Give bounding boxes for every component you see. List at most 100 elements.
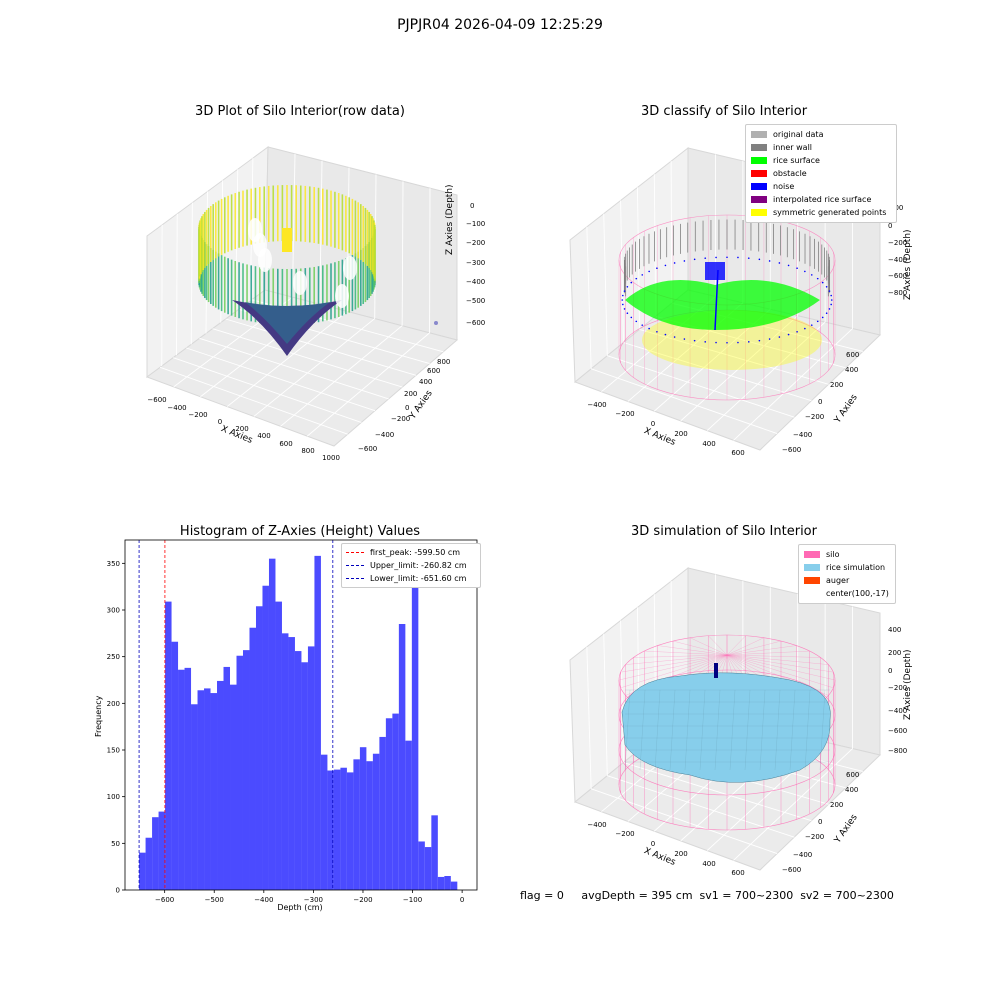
p2-noise-point xyxy=(768,338,771,340)
p2-noise-point xyxy=(816,320,819,323)
p4-xtick: 400 xyxy=(702,860,715,868)
p1-ytick: 600 xyxy=(427,367,440,375)
p2-noise-point xyxy=(830,303,832,306)
p4-silo-roof-wire xyxy=(620,654,728,689)
histogram-bar xyxy=(346,772,354,890)
p2-grid-line xyxy=(670,161,673,304)
histogram-xtick-label: 0 xyxy=(460,896,464,904)
p2-noise-point xyxy=(648,327,650,330)
p4-silo-roof-wire xyxy=(726,637,765,656)
histogram-ytick-label: 150 xyxy=(107,747,120,755)
histogram-xtick-label: −400 xyxy=(254,896,273,904)
histogram-bar xyxy=(165,601,172,890)
histogram-xtick-label: −500 xyxy=(205,896,224,904)
p1-ytick: 200 xyxy=(404,390,417,398)
p4-silo-roof-wire xyxy=(726,654,821,658)
panel2-legend: original data inner wall rice surface ob… xyxy=(745,124,897,223)
histogram-ytick-label: 50 xyxy=(111,840,120,848)
p4-silo-roof-wire xyxy=(620,654,728,673)
p2-ytick: −200 xyxy=(805,413,824,421)
p4-grid-line xyxy=(623,762,812,822)
histogram-bar xyxy=(398,624,406,890)
p1-gap xyxy=(343,256,357,280)
p4-surface-mesh xyxy=(669,689,676,771)
p2-noise-point xyxy=(778,336,781,338)
p2-noise-point xyxy=(778,262,781,264)
legend-item-first-peak: first_peak: -599.50 cm xyxy=(346,546,476,559)
histogram-ytick-label: 350 xyxy=(107,560,120,568)
p2-xtick: −400 xyxy=(587,401,606,409)
histogram-bar xyxy=(294,651,302,890)
p4-silo-roof-wire xyxy=(672,640,728,656)
histogram-bar xyxy=(184,667,192,890)
p2-noise-point xyxy=(635,277,638,280)
panel4-legend: silo rice simulation auger center(100,-1… xyxy=(798,544,896,604)
p4-silo-roof-wire xyxy=(657,645,728,656)
p4-surface-mesh xyxy=(714,689,721,771)
histogram-bar xyxy=(314,555,321,890)
p4-surface-mesh xyxy=(654,689,661,771)
legend-item-rice-surface: rice surface xyxy=(751,154,891,167)
p2-noise-point xyxy=(623,308,626,310)
histogram-ytick-label: 100 xyxy=(107,793,120,801)
histogram-xtick-label: −200 xyxy=(353,896,372,904)
histogram-bar xyxy=(320,754,328,890)
p1-cone-mid xyxy=(245,302,330,344)
p1-ytick: 0 xyxy=(405,404,409,412)
p2-noise-point xyxy=(626,285,629,288)
figure-title: PJPJR04 2026-04-09 12:25:29 xyxy=(397,17,603,33)
p2-noise-point xyxy=(704,341,707,343)
histogram-bar xyxy=(281,633,289,890)
p2-noise-point xyxy=(796,267,798,270)
p2-noise-point xyxy=(626,312,629,315)
legend-item-obstacle: obstacle xyxy=(751,167,891,180)
p2-noise-point xyxy=(683,260,686,262)
p1-gap xyxy=(248,218,262,242)
histogram-bar xyxy=(242,650,250,890)
histogram-bar xyxy=(366,761,373,890)
histogram-xtick-label: −600 xyxy=(155,896,174,904)
p2-noise-point xyxy=(737,341,739,344)
histogram-bar xyxy=(178,669,185,890)
p1-ztick: −400 xyxy=(466,278,485,286)
histogram-bar xyxy=(197,690,205,890)
histogram-bar xyxy=(236,655,243,890)
p2-noise-point xyxy=(825,285,828,288)
p4-silo-roof-wire xyxy=(726,645,797,656)
p2-grid-line xyxy=(639,328,829,385)
histogram-bar xyxy=(158,811,166,890)
p2-rice-surface xyxy=(625,280,820,330)
p2-noise-point xyxy=(656,267,658,270)
p4-surface-mesh xyxy=(789,689,796,771)
p4-ytick: −400 xyxy=(793,851,812,859)
p1-grid-line xyxy=(176,213,178,356)
p2-xtick: −200 xyxy=(615,410,634,418)
histogram-bar xyxy=(359,747,367,890)
p2-noise-point xyxy=(635,320,638,323)
histogram-bar xyxy=(379,736,386,890)
panel3-title: Histogram of Z-Axies (Height) Values xyxy=(179,524,421,539)
p1-gap xyxy=(258,248,272,272)
p4-surface-mesh xyxy=(744,689,751,771)
panel3-xlabel: Depth (cm) xyxy=(277,903,323,912)
p1-grid-line xyxy=(401,181,404,326)
p1-gap xyxy=(293,271,307,295)
p4-ytick: −200 xyxy=(805,833,824,841)
p2-noise-point xyxy=(768,260,771,262)
histogram-bar xyxy=(223,666,231,890)
p4-xtick: 200 xyxy=(674,850,687,858)
p1-grid-line xyxy=(319,160,323,305)
p4-surface-mesh xyxy=(684,689,691,771)
p1-xtick: 1000 xyxy=(322,454,340,462)
histogram-bar xyxy=(171,641,179,890)
p2-grid-line xyxy=(680,315,799,422)
legend-item-original: original data xyxy=(751,128,891,141)
p4-silo-roof-wire xyxy=(689,637,728,656)
p2-noise-point xyxy=(715,256,717,259)
p2-xtick: 0 xyxy=(651,420,655,428)
histogram-bar xyxy=(340,767,347,890)
p2-grid-line xyxy=(620,200,624,343)
p2-xtick: 400 xyxy=(702,440,715,448)
p4-ztick: 400 xyxy=(888,626,901,634)
p2-noise-point xyxy=(641,324,644,326)
